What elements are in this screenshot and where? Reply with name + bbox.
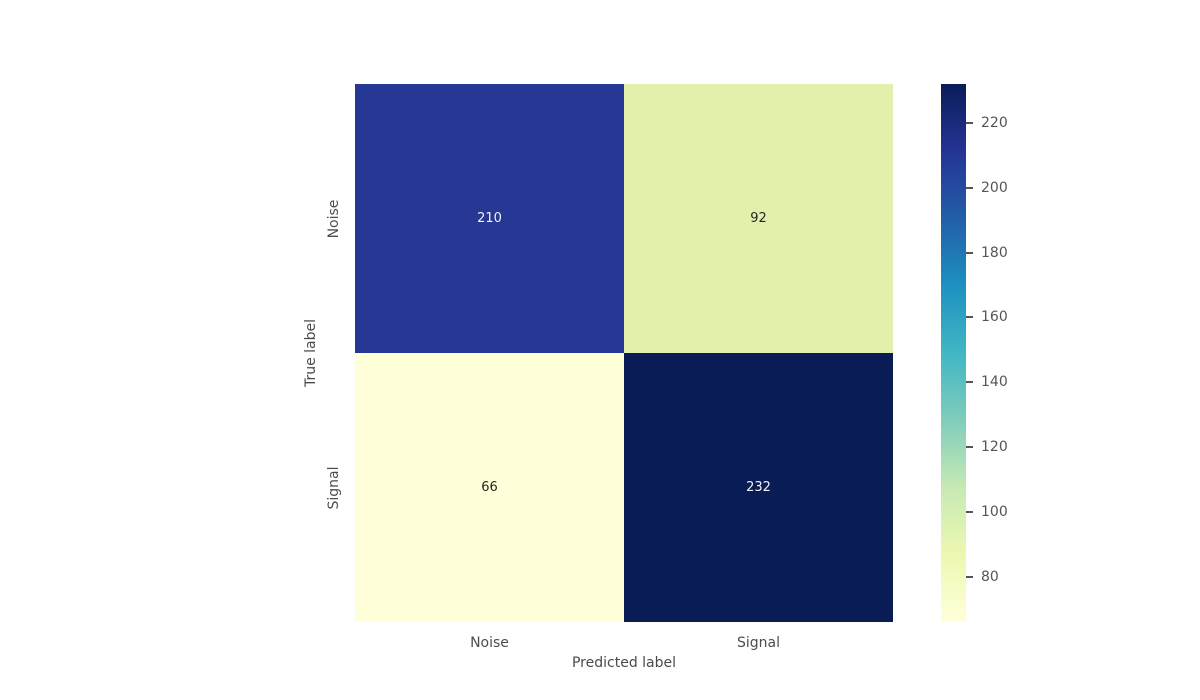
- heatmap-cell: 232: [624, 353, 893, 622]
- colorbar-tick-mark: [966, 381, 973, 384]
- colorbar-tick-mark: [966, 186, 973, 189]
- heatmap-cell: 210: [355, 84, 624, 353]
- cell-value: 210: [477, 211, 502, 226]
- colorbar-tick-label: 180: [981, 244, 1008, 261]
- colorbar-tick-label: 200: [981, 179, 1008, 196]
- colorbar-tick-label: 100: [981, 503, 1008, 520]
- cell-value: 92: [750, 211, 767, 226]
- colorbar-tick-mark: [966, 445, 973, 448]
- heatmap-plot: 210 92 66 232: [355, 84, 893, 622]
- colorbar-tick-label: 120: [981, 438, 1008, 455]
- colorbar-tick-mark: [966, 510, 973, 513]
- colorbar-tick-label: 160: [981, 309, 1008, 326]
- colorbar-tick-mark: [966, 316, 973, 319]
- x-tick-label: Noise: [470, 635, 509, 651]
- colorbar-tick-mark: [966, 251, 973, 254]
- colorbar-gradient: [941, 84, 966, 622]
- heatmap-cell: 92: [624, 84, 893, 353]
- colorbar-tick-mark: [966, 121, 973, 124]
- y-tick-label: Noise: [326, 199, 342, 238]
- colorbar-tick-label: 140: [981, 374, 1008, 391]
- cell-value: 232: [746, 480, 771, 495]
- x-tick-label: Signal: [736, 635, 781, 651]
- colorbar-tick-mark: [966, 575, 973, 578]
- y-tick-label: Signal: [326, 465, 342, 510]
- x-axis-label: Predicted label: [571, 655, 677, 671]
- heatmap-cell: 66: [355, 353, 624, 622]
- y-axis-label: True label: [303, 318, 319, 388]
- colorbar-tick-label: 80: [981, 568, 999, 585]
- cell-value: 66: [481, 480, 498, 495]
- colorbar-tick-label: 220: [981, 114, 1008, 131]
